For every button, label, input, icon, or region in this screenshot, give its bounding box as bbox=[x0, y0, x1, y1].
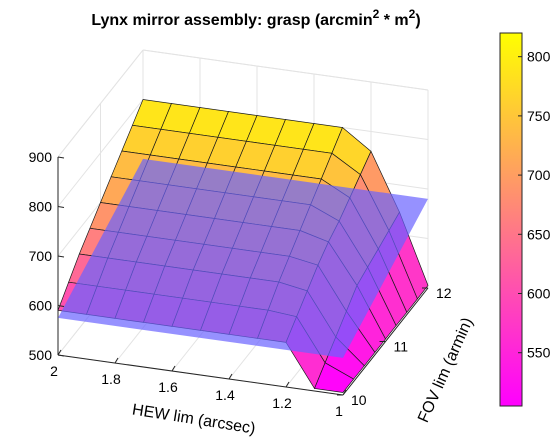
grasp-surface bbox=[57, 99, 429, 393]
z-tick-label: 800 bbox=[29, 199, 53, 215]
z-tick-mark bbox=[57, 156, 65, 159]
x-tick-label: 1.8 bbox=[101, 371, 121, 387]
x-tick-label: 1.6 bbox=[158, 379, 178, 395]
tick-labels: 500 600 700 800 900 2 1.8 1.6 1.4 1.2 1 10 11 12 bbox=[29, 149, 452, 419]
x-tick-label: 1.4 bbox=[215, 387, 235, 403]
x-tick-mark bbox=[285, 381, 290, 388]
surface-face bbox=[314, 362, 355, 393]
colorbar-tick-label: 700 bbox=[527, 167, 551, 183]
z-tick-label: 900 bbox=[29, 149, 53, 165]
constraint-plane bbox=[58, 158, 428, 358]
z-tick-mark bbox=[57, 206, 65, 208]
z-tick-mark bbox=[57, 354, 65, 357]
x-tick-label: 1.2 bbox=[272, 395, 292, 411]
box-edge bbox=[57, 49, 144, 158]
colorbar-tick-label: 800 bbox=[527, 49, 551, 65]
colorbar: 550 600 650 700 750 800 bbox=[499, 32, 551, 407]
z-tick-mark bbox=[57, 305, 65, 307]
colorbar-tick-label: 600 bbox=[527, 286, 551, 302]
colorbar-tick-label: 750 bbox=[527, 108, 551, 124]
y-axis-label: FOV lim (armin) bbox=[415, 315, 476, 425]
x-tick-label: 2 bbox=[50, 363, 58, 379]
y-tick-label: 12 bbox=[436, 285, 452, 301]
x-tick-mark bbox=[342, 389, 347, 396]
z-tick-label: 500 bbox=[29, 347, 53, 363]
x-axis-label: HEW lim (arcsec) bbox=[131, 401, 257, 437]
y-tick-label: 10 bbox=[351, 392, 367, 408]
colorbar-tick-label: 650 bbox=[527, 226, 551, 242]
z-tick-label: 600 bbox=[29, 298, 53, 314]
x-tick-mark bbox=[57, 349, 62, 356]
x-tick-mark bbox=[228, 373, 233, 380]
colorbar-gradient bbox=[499, 32, 523, 407]
colorbar-ticks: 550 600 650 700 750 800 bbox=[518, 49, 551, 361]
box-edge bbox=[142, 49, 429, 91]
x-tick-label: 1 bbox=[335, 403, 343, 419]
colorbar-tick-label: 550 bbox=[527, 345, 551, 361]
z-tick-mark bbox=[57, 255, 65, 258]
y-tick-label: 11 bbox=[394, 339, 409, 355]
x-tick-mark bbox=[114, 357, 119, 364]
x-tick-mark bbox=[171, 365, 176, 372]
z-tick-label: 700 bbox=[29, 248, 53, 264]
chart-title: Lynx mirror assembly: grasp (arcmin2 * m… bbox=[91, 7, 420, 29]
x-axis-line bbox=[57, 354, 344, 396]
